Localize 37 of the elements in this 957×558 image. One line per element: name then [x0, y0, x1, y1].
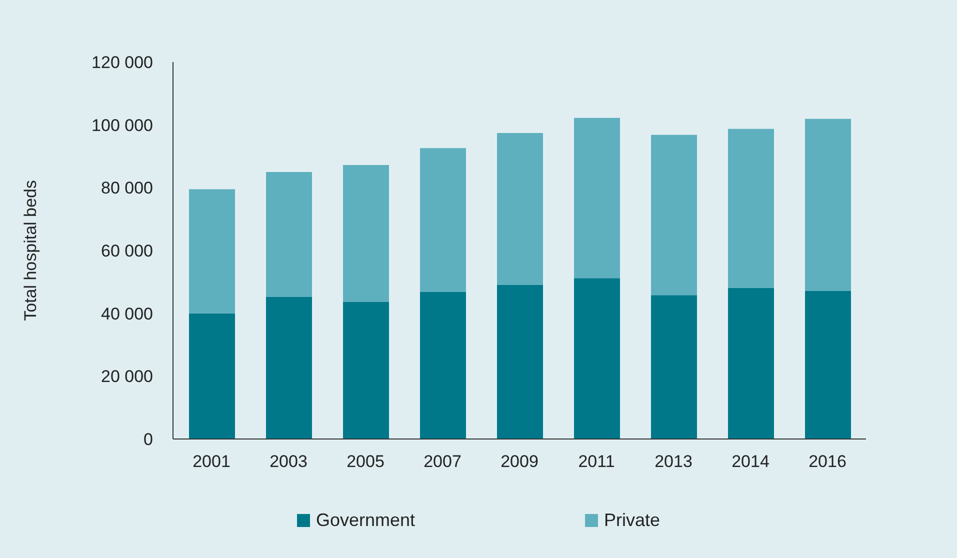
x-tick-label: 2014 [732, 452, 770, 472]
bar [266, 296, 312, 439]
bar [420, 148, 466, 292]
bar [728, 128, 774, 288]
x-tick-label: 2016 [808, 452, 846, 472]
bar [574, 278, 620, 439]
bar [343, 165, 389, 302]
legend-label: Government [316, 510, 415, 531]
legend-label: Private [604, 510, 660, 531]
bar [420, 292, 466, 439]
bar [651, 134, 697, 296]
y-tick-label: 40 000 [101, 304, 153, 324]
bar [574, 118, 620, 278]
bar [266, 172, 312, 297]
y-tick-label: 20 000 [101, 367, 153, 386]
y-tick-label: 120 000 [92, 53, 153, 72]
bar [189, 313, 235, 439]
bar [497, 285, 543, 439]
bar [189, 189, 235, 314]
bar [343, 302, 389, 439]
y-tick-label: 100 000 [92, 116, 153, 135]
y-tick-label: 80 000 [101, 178, 153, 198]
x-tick-label: 2013 [654, 452, 692, 472]
bar [728, 288, 774, 439]
x-tick-label: 2005 [346, 452, 384, 472]
x-tick-label: 2003 [270, 452, 308, 472]
y-axis-title: Total hospital beds [21, 180, 40, 321]
bar [805, 118, 851, 292]
x-tick-label: 2011 [578, 452, 615, 472]
y-tick-label: 60 000 [101, 242, 153, 261]
bar [805, 291, 851, 439]
y-tick-label: 0 [144, 430, 153, 450]
bar [651, 295, 697, 439]
bar [497, 133, 543, 286]
x-tick-label: 2001 [192, 452, 230, 472]
x-tick-label: 2007 [424, 452, 462, 472]
x-tick-label: 2009 [500, 452, 538, 472]
